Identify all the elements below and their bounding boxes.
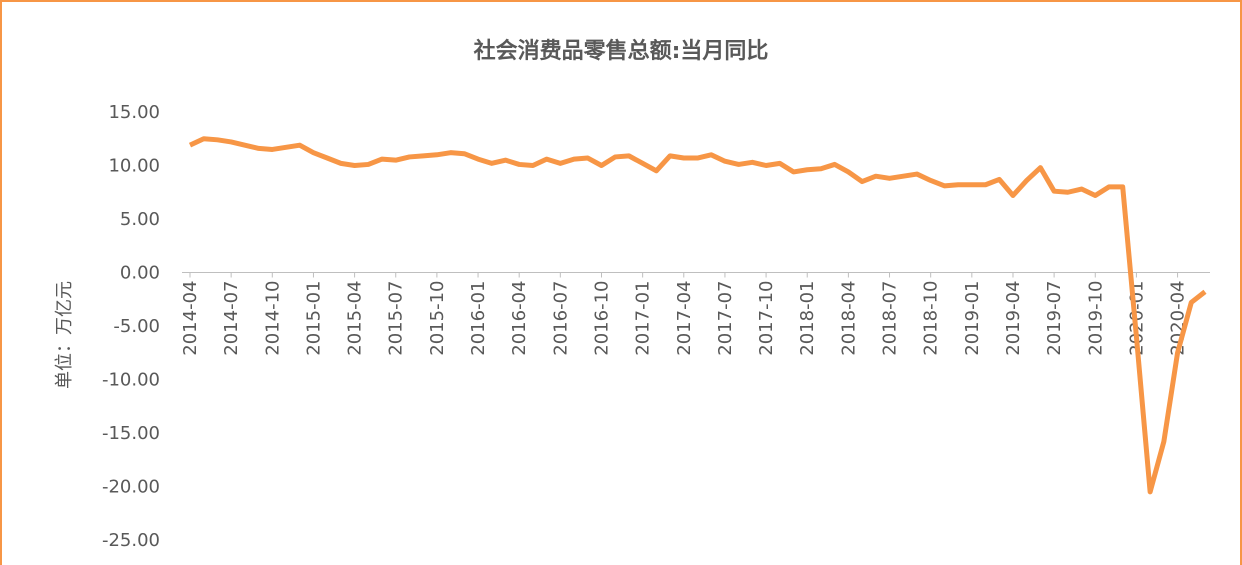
- y-tick-label: 5.00: [120, 209, 160, 230]
- x-tick-label: 2017-01: [633, 281, 654, 356]
- y-tick-label: -15.00: [102, 423, 160, 444]
- x-tick-label: 2018-04: [838, 281, 859, 356]
- y-tick-label: -10.00: [102, 370, 160, 391]
- x-tick-label: 2018-10: [921, 281, 942, 356]
- x-tick-label: 2018-07: [880, 281, 901, 356]
- x-tick-label: 2016-10: [591, 281, 612, 356]
- x-tick-label: 2019-01: [962, 281, 983, 356]
- x-tick-label: 2016-04: [509, 281, 530, 356]
- y-tick-label: 10.00: [108, 156, 160, 177]
- x-tick-label: 2019-07: [1044, 281, 1065, 356]
- y-tick-label: 15.00: [108, 102, 160, 123]
- chart-title: 社会消费品零售总额:当月同比: [474, 38, 769, 64]
- x-tick-label: 2016-01: [468, 281, 489, 356]
- x-tick-label: 2016-07: [550, 281, 571, 356]
- x-tick-label: 2019-10: [1085, 281, 1106, 356]
- x-tick-label: 2014-04: [180, 281, 201, 356]
- x-tick-label: 2019-04: [1003, 281, 1024, 356]
- y-tick-label: -5.00: [113, 316, 160, 337]
- x-tick-label: 2014-10: [262, 281, 283, 356]
- x-tick-label: 2018-01: [797, 281, 818, 356]
- x-tick-label: 2017-07: [715, 281, 736, 356]
- x-tick-label: 2015-04: [345, 281, 366, 356]
- y-tick-label: 0.00: [120, 263, 160, 284]
- y-tick-label: -25.00: [102, 530, 160, 551]
- y-tick-label: -20.00: [102, 477, 160, 498]
- y-axis-label: 单位：万亿元: [54, 281, 75, 389]
- x-tick-label: 2014-07: [221, 281, 242, 356]
- x-tick-label: 2015-10: [427, 281, 448, 356]
- line-series: [188, 136, 1207, 495]
- x-tick-label: 2017-04: [674, 281, 695, 356]
- x-tick-label: 2017-10: [756, 281, 777, 356]
- x-tick-label: 2015-07: [386, 281, 407, 356]
- x-tick-label: 2015-01: [303, 281, 324, 356]
